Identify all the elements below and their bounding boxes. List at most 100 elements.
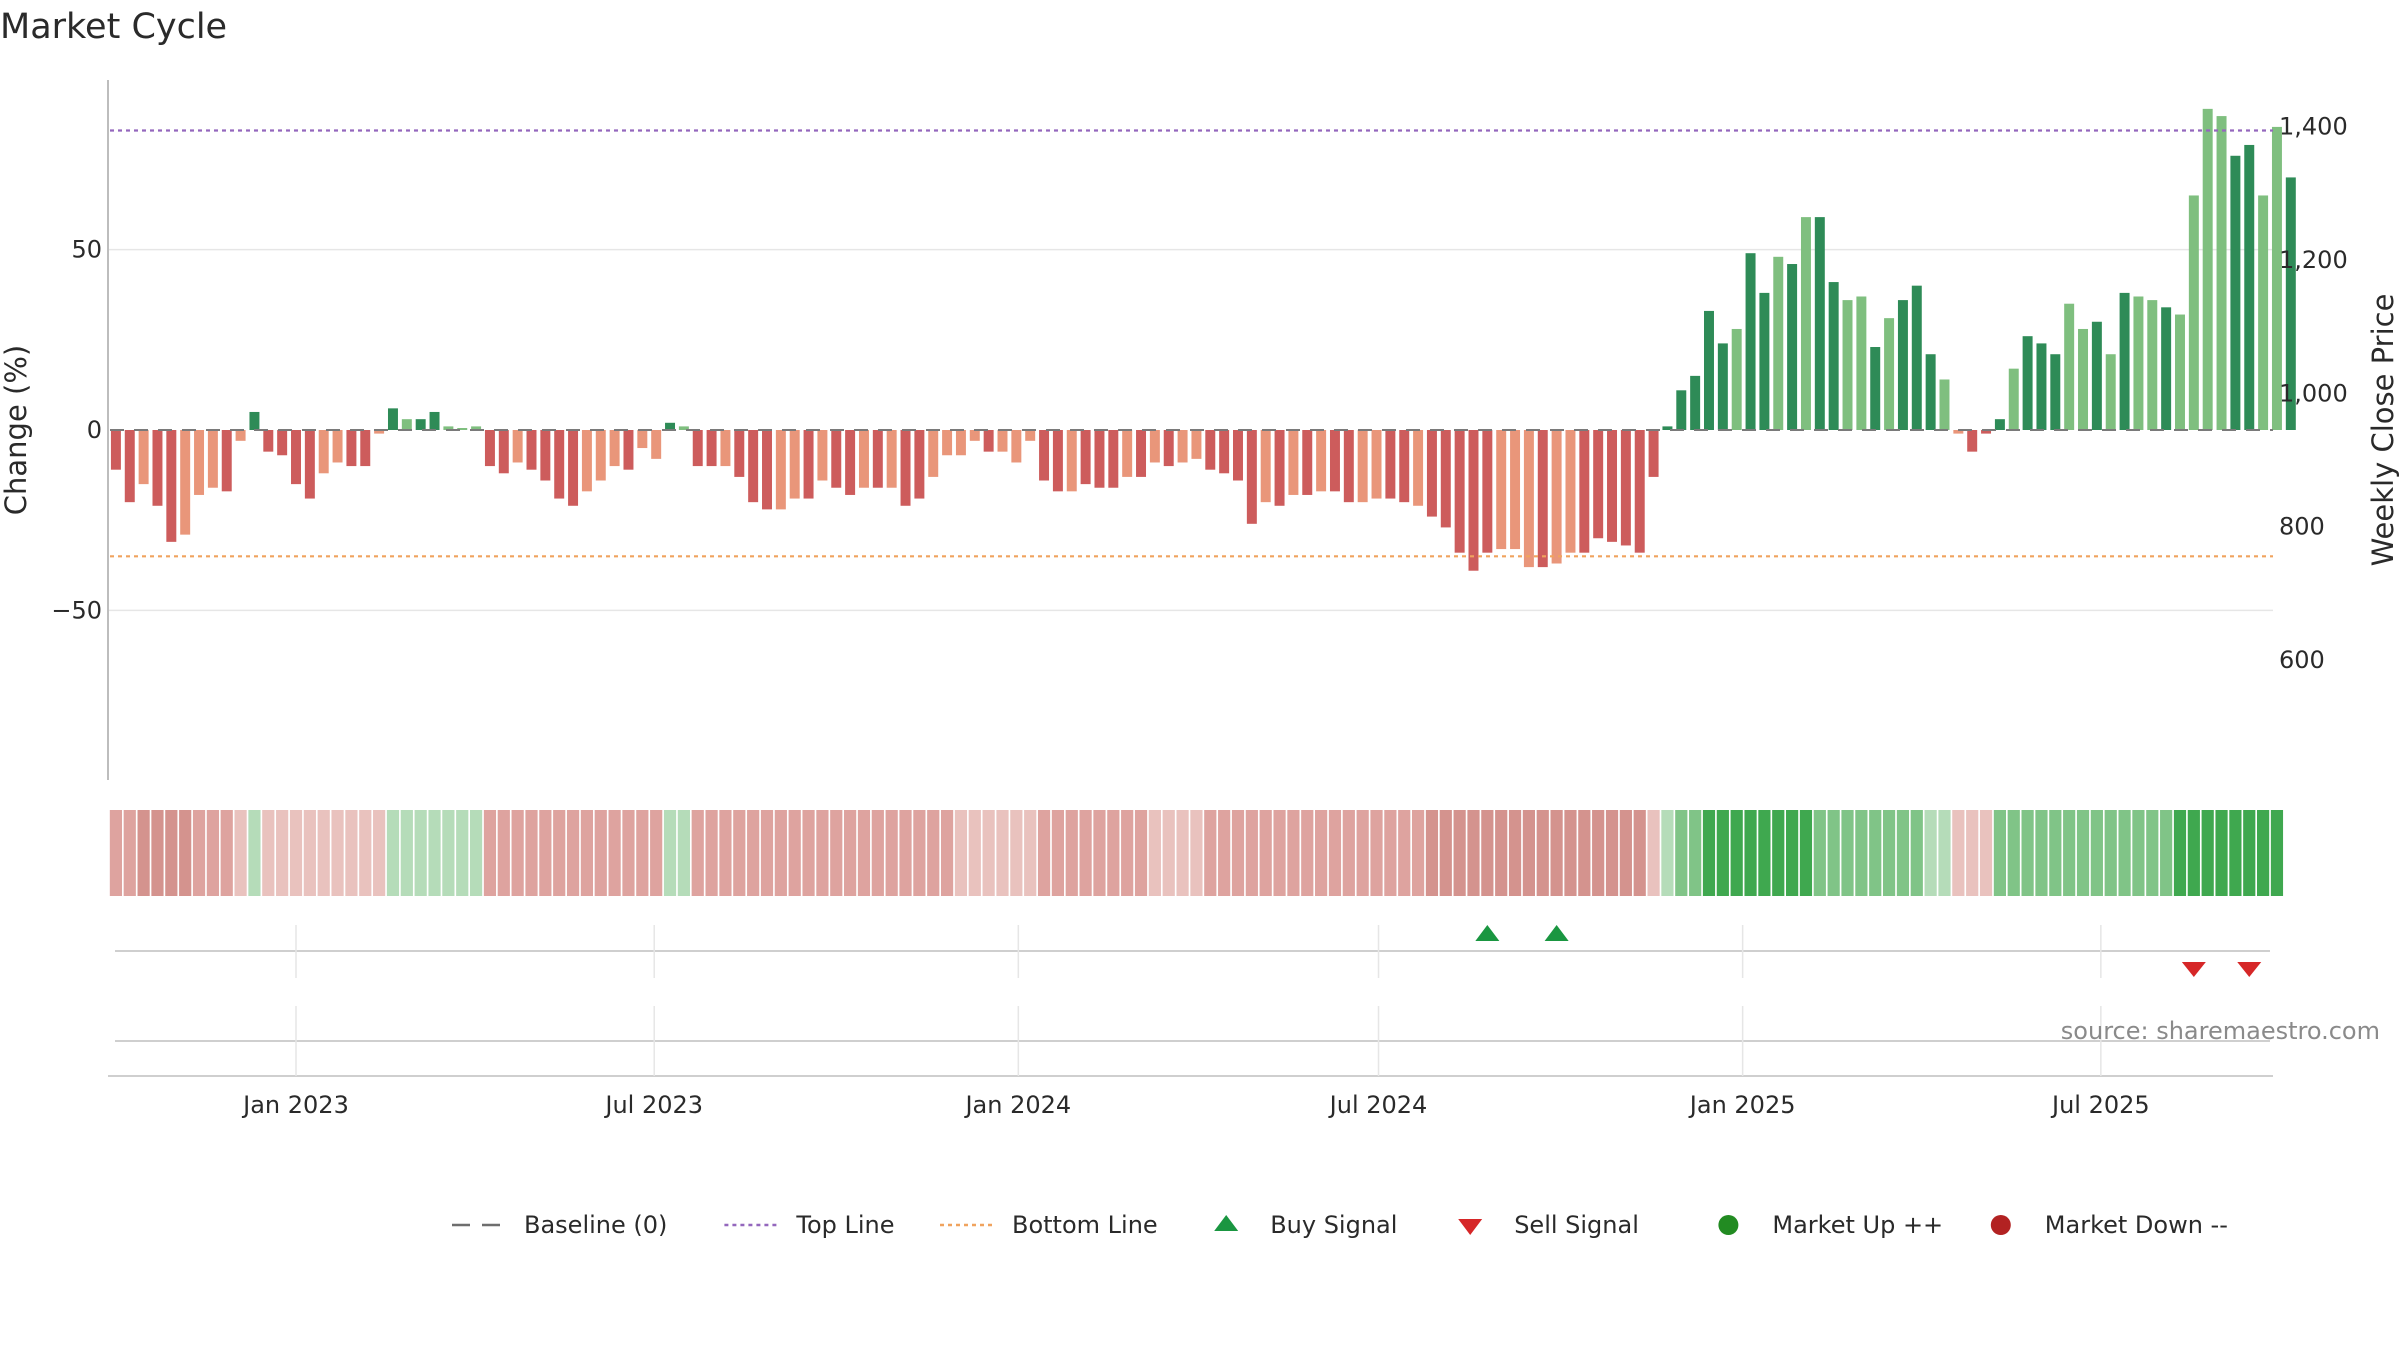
y2-tick-label: 600: [2279, 646, 2325, 674]
change-bar: [249, 411, 260, 430]
regime-cell: [1605, 810, 1619, 896]
change-bar: [1108, 430, 1119, 488]
change-bar: [1842, 300, 1853, 430]
regime-cell: [345, 810, 358, 896]
change-bar: [1316, 430, 1327, 492]
buy-signal-marker: [1475, 925, 1500, 941]
regime-cell: [179, 810, 192, 896]
regime-cell: [705, 810, 718, 896]
change-bar: [138, 430, 149, 485]
change-bar: [498, 430, 509, 474]
regime-cell: [359, 810, 372, 896]
change-bar: [1149, 430, 1160, 463]
regime-cell: [913, 810, 926, 896]
regime-cell: [1522, 810, 1536, 896]
change-bar: [1052, 430, 1063, 492]
change-bar: [1981, 430, 1992, 434]
regime-cell: [1647, 810, 1660, 896]
change-bar: [762, 430, 772, 510]
regime-cell: [1273, 810, 1286, 896]
change-bar: [1011, 430, 1022, 463]
regime-cell: [1051, 810, 1065, 896]
regime-cell: [1813, 810, 1826, 896]
change-bar: [1787, 264, 1798, 430]
regime-cell: [1564, 810, 1577, 896]
change-bar: [332, 430, 343, 463]
regime-cell: [636, 810, 649, 896]
sell-signal-marker: [2237, 962, 2262, 977]
regime-cell: [276, 810, 289, 896]
regime-cell: [1841, 810, 1854, 896]
change-bar: [526, 430, 537, 470]
change-bar: [900, 430, 911, 506]
change-bar: [1704, 310, 1714, 430]
regime-cell: [885, 810, 898, 896]
change-bar: [2230, 155, 2241, 430]
regime-strip: [109, 810, 2284, 896]
regime-cell: [206, 810, 219, 896]
legend-item: Baseline (0): [452, 1211, 667, 1239]
y-tick-label: 0: [87, 416, 102, 444]
change-bar: [346, 430, 357, 467]
change-bar: [928, 430, 939, 477]
regime-cell: [1134, 810, 1148, 896]
change-bar: [651, 430, 662, 459]
regime-cell: [331, 810, 344, 896]
change-bar: [2036, 343, 2047, 430]
legend-label: Sell Signal: [1514, 1211, 1639, 1239]
change-bar: [2216, 116, 2227, 431]
change-bar: [1593, 430, 1604, 539]
regime-cell: [1301, 810, 1314, 896]
regime-cell: [1633, 810, 1646, 896]
regime-cell: [2021, 810, 2034, 896]
x-tick-label: Jan 2024: [963, 1091, 1071, 1119]
regime-cell: [650, 810, 663, 896]
change-bar: [1690, 375, 1701, 430]
regime-cell: [1772, 810, 1785, 896]
change-bar: [1468, 430, 1479, 571]
change-bar: [692, 430, 703, 467]
regime-cell: [497, 810, 510, 896]
change-bar: [1953, 430, 1964, 434]
change-bar: [1482, 430, 1493, 553]
change-bar: [1884, 318, 1895, 430]
legend-label: Market Down --: [2045, 1211, 2228, 1239]
signal-panels: [108, 950, 2273, 1077]
regime-cell: [663, 810, 677, 896]
change-bar: [678, 426, 689, 430]
regime-cell: [1315, 810, 1328, 896]
change-bar: [124, 430, 135, 503]
change-bar: [803, 430, 814, 499]
change-bar: [1302, 430, 1313, 495]
change-bar: [291, 430, 301, 485]
y-axis-ticks: 50 0 −50: [51, 236, 102, 625]
regime-cell: [2118, 810, 2131, 896]
change-bar: [2285, 177, 2296, 430]
signal-markers: [1475, 925, 2262, 977]
regime-cell: [2035, 810, 2048, 896]
change-bar: [457, 428, 468, 430]
change-bar: [2119, 292, 2130, 430]
change-bar: [1745, 253, 1756, 430]
y-tick-label: −50: [51, 596, 102, 624]
regime-cell: [691, 810, 704, 896]
change-bar: [845, 430, 856, 495]
change-bar: [484, 430, 495, 467]
change-bar: [872, 430, 883, 488]
change-bars: [110, 108, 2296, 571]
change-bar: [1233, 430, 1243, 481]
regime-cell: [220, 810, 233, 896]
regime-cell: [1259, 810, 1272, 896]
regime-cell: [830, 810, 843, 896]
change-bar: [540, 430, 551, 481]
regime-cell: [400, 810, 413, 896]
change-bar: [1994, 419, 2005, 430]
regime-cell: [2146, 810, 2159, 896]
change-bar: [387, 408, 398, 430]
change-bar: [789, 430, 800, 499]
regime-cell: [1425, 810, 1439, 896]
change-bar: [1274, 430, 1285, 506]
legend-item: Sell Signal: [1458, 1211, 1639, 1239]
change-bar: [748, 430, 759, 503]
